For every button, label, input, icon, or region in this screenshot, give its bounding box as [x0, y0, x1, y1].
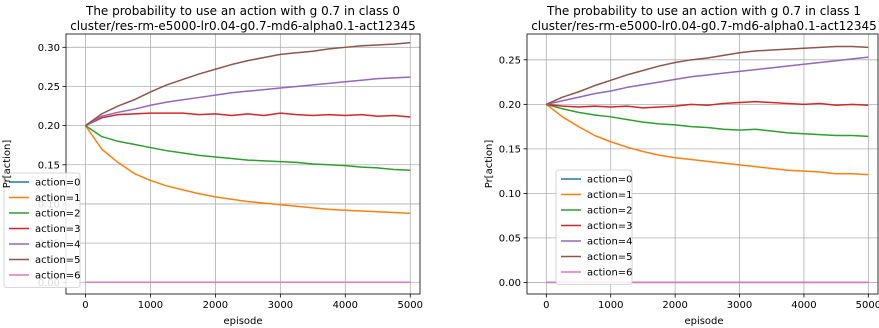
x-tick-label: 1000 — [598, 300, 623, 311]
series-line-action-2 — [546, 103, 869, 138]
chart-subtitle: cluster/res-rm-e5000-lr0.04-g0.7-md6-alp… — [531, 19, 877, 33]
series-line-action-1 — [545, 103, 869, 176]
series-line-action-4 — [85, 76, 411, 127]
x-tick-label: 3000 — [268, 300, 293, 311]
legend-label: action=0 — [587, 175, 633, 186]
x-tick-label: 0 — [82, 300, 88, 311]
x-tick-label: 3000 — [727, 300, 752, 311]
legend-label: action=0 — [35, 178, 81, 189]
series-line-action-3 — [546, 100, 869, 109]
chart-title: The probability to use an action with g … — [85, 4, 400, 18]
y-tick-label: 0.15 — [499, 144, 521, 155]
series-line-action-4 — [546, 56, 869, 106]
plot-frame — [65, 33, 421, 295]
chart-subtitle: cluster/res-rm-e5000-lr0.04-g0.7-md6-alp… — [70, 19, 416, 33]
x-tick-label: 5000 — [398, 300, 423, 311]
x-tick-label: 2000 — [662, 300, 687, 311]
legend-label: action=1 — [587, 190, 633, 201]
chart-title: The probability to use an action with g … — [546, 4, 861, 18]
legend-label: action=6 — [35, 271, 81, 282]
grid — [66, 34, 420, 294]
y-tick-label: 0.15 — [38, 160, 60, 171]
y-tick-label: 0.05 — [499, 233, 521, 244]
y-tick-label: 0.30 — [38, 43, 60, 54]
x-axis-label: episode — [223, 316, 262, 327]
x-tick-label: 1000 — [138, 300, 163, 311]
legend-label: action=4 — [587, 237, 633, 248]
series-line-action-1 — [84, 125, 411, 215]
x-tick-label: 4000 — [333, 300, 358, 311]
x-tick-label: 5000 — [856, 300, 879, 311]
x-tick-label: 0 — [543, 300, 549, 311]
plot-area — [66, 34, 420, 294]
chart-class-0: The probability to use an action with g … — [2, 4, 423, 327]
legend-label: action=3 — [35, 224, 81, 235]
legend: action=0 action=1 action=2 action=3 action=4… — [555, 169, 633, 285]
series-line-action-2 — [85, 125, 411, 172]
legend: action=0 action=1 action=2 action=3 action=4… — [3, 172, 81, 288]
legend-label: action=6 — [587, 268, 633, 279]
series-line-action-5 — [546, 45, 869, 106]
legend-label: action=3 — [587, 221, 633, 232]
series-line-action-3 — [85, 112, 411, 127]
series-line-action-5 — [85, 41, 411, 127]
legend-label: action=5 — [587, 252, 633, 263]
legend-label: action=5 — [35, 255, 81, 266]
chart-class-1: The probability to use an action with g … — [484, 4, 879, 327]
x-tick-label: 2000 — [203, 300, 228, 311]
legend-label: action=4 — [35, 240, 81, 251]
axis-ticks: 0 1000 2000 3000 4000 5000 0.00 0.05 0.10 0.15 0.2… — [499, 55, 879, 311]
y-tick-label: 0.20 — [38, 121, 60, 132]
x-axis-label: episode — [684, 316, 723, 327]
legend-label: action=2 — [35, 209, 81, 220]
plot-frame — [526, 33, 879, 295]
y-tick-label: 0.00 — [499, 278, 521, 289]
y-tick-label: 0.25 — [499, 55, 521, 66]
legend-label: action=1 — [35, 193, 81, 204]
y-tick-label: 0.20 — [499, 100, 521, 111]
y-axis-label: Pr[action] — [2, 140, 13, 189]
axis-ticks: 0100020003000400050000.000.050.100.150.2… — [38, 43, 423, 311]
y-tick-label: 0.10 — [499, 189, 521, 200]
series-lines — [84, 41, 411, 283]
legend-label: action=2 — [587, 206, 633, 217]
y-tick-label: 0.25 — [38, 82, 60, 93]
y-axis-label: Pr[action] — [484, 140, 495, 189]
x-tick-label: 4000 — [791, 300, 816, 311]
